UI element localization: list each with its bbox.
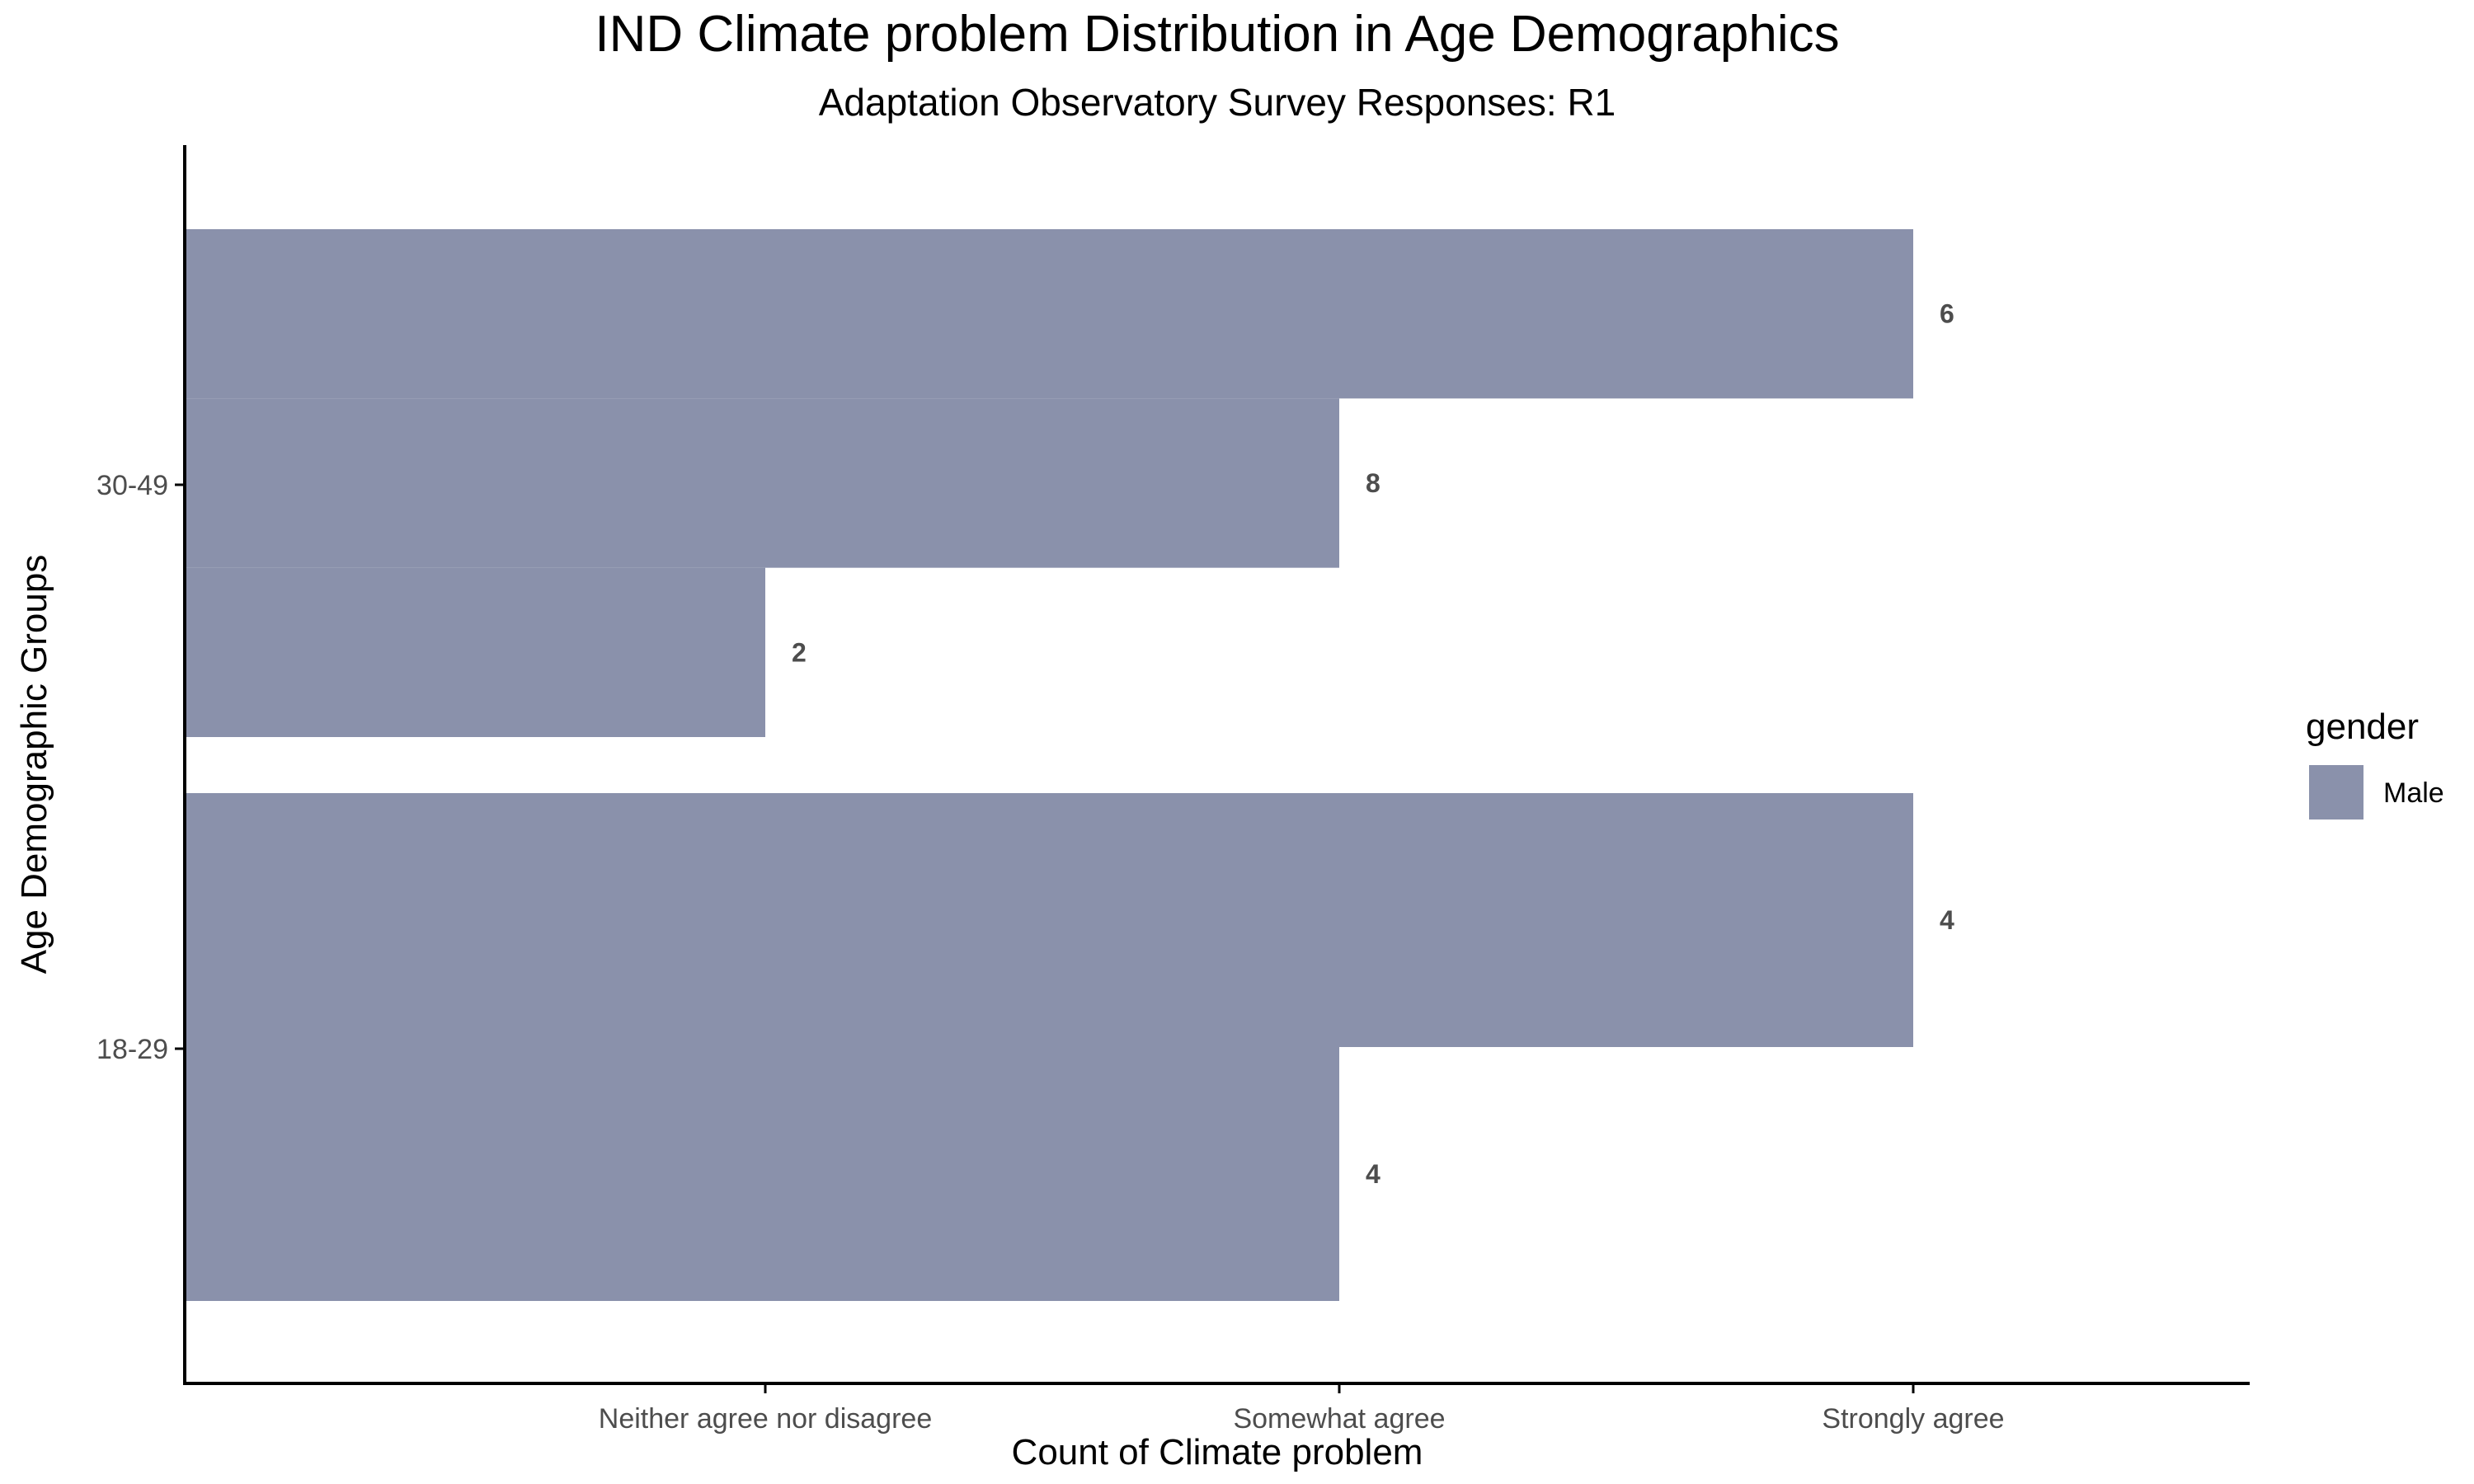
bar <box>185 793 1913 1047</box>
y-axis-title: Age Demographic Groups <box>14 555 54 974</box>
y-tick-label: 30-49 <box>96 470 168 501</box>
bar <box>185 567 765 737</box>
bar <box>185 229 1913 399</box>
bar-value-label: 8 <box>1366 468 1380 498</box>
chart-title: IND Climate problem Distribution in Age … <box>595 6 1839 63</box>
x-tick-label: Strongly agree <box>1822 1403 2004 1435</box>
bar-value-label: 6 <box>1940 299 1954 329</box>
bar-value-label: 2 <box>792 637 807 667</box>
chart-subtitle: Adaptation Observatory Survey Responses:… <box>819 81 1616 124</box>
x-tick-label: Somewhat agree <box>1233 1403 1445 1435</box>
x-axis-title: Count of Climate problem <box>1012 1432 1423 1472</box>
bar-value-label: 4 <box>1366 1159 1380 1189</box>
legend: gender Male <box>2306 707 2444 819</box>
legend-swatch-male <box>2309 765 2363 819</box>
bars-layer: 6 8 2 4 4 <box>185 229 1954 1301</box>
bar-value-label: 4 <box>1940 905 1954 935</box>
y-axis-ticks: 18-29 30-49 <box>96 470 185 1065</box>
bar <box>185 1047 1339 1301</box>
legend-title: gender <box>2306 707 2419 747</box>
x-tick-label: Neither agree nor disagree <box>599 1403 932 1435</box>
y-tick-label: 18-29 <box>96 1034 168 1065</box>
x-axis-ticks: Neither agree nor disagree Somewhat agree… <box>599 1383 2005 1435</box>
bar <box>185 398 1339 568</box>
legend-label-male: Male <box>2383 777 2444 809</box>
